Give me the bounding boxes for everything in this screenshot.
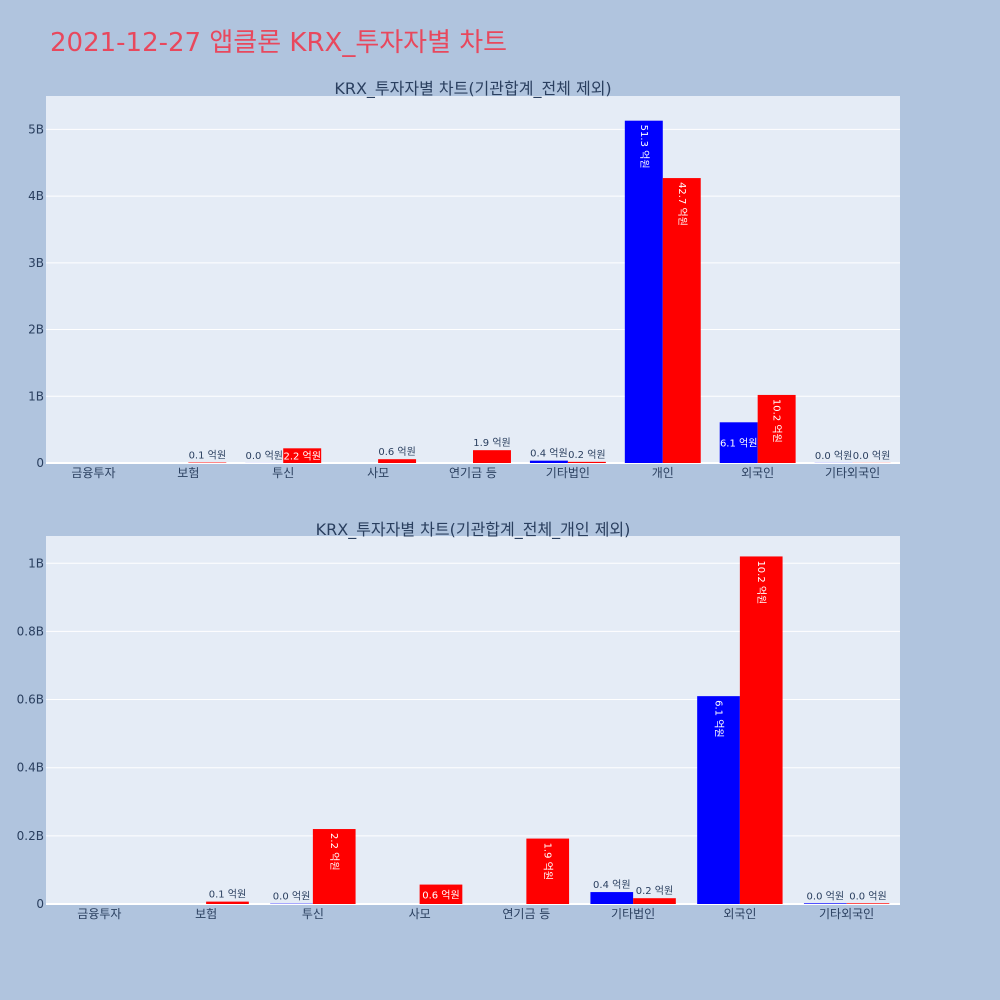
bar-label: 2.2 억원 [283, 451, 320, 463]
bar-label: 1.9 억원 [473, 437, 510, 449]
x-tick-label: 외국인 [723, 907, 756, 921]
y-tick-label: 0.2B [17, 829, 44, 843]
bar-label: 0.1 억원 [209, 889, 246, 901]
bar-label: 6.1 억원 [713, 700, 725, 737]
x-tick-label: 기타법인 [611, 907, 655, 921]
x-tick-label: 기타외국인 [825, 466, 880, 480]
x-tick-label: 사모 [409, 907, 431, 921]
bar [378, 459, 417, 463]
x-tick-label: 개인 [652, 466, 674, 480]
bar [529, 460, 568, 463]
chart-top: KRX_투자자별 차트(기관합계_전체 제외) 0 1B 2B 3B 4B 5B 금융투자 보험… [28, 79, 900, 480]
x-tick-label: 외국인 [741, 466, 774, 480]
bar [846, 903, 890, 904]
bar-label: 0.1 억원 [189, 450, 226, 462]
bar-label: 0.6 억원 [422, 889, 459, 901]
bar [697, 696, 740, 904]
y-tick-label: 1B [28, 389, 44, 403]
subplot-title: KRX_투자자별 차트(기관합계_전체 제외) [334, 79, 611, 99]
bar [283, 448, 322, 463]
y-tick-label: 3B [28, 256, 44, 270]
x-tick-label: 보험 [177, 466, 199, 480]
bar-label: 0.0 억원 [815, 450, 852, 462]
page-title: 2021-12-27 앱클론 KRX_투자자별 차트 [50, 28, 508, 58]
bar-label: 42.7 억원 [676, 182, 688, 226]
bar-label: 0.6 억원 [378, 446, 415, 458]
y-tick-label: 2B [28, 323, 44, 337]
bar [419, 884, 463, 904]
bar [624, 120, 663, 464]
bar [757, 394, 796, 463]
bar [590, 892, 634, 904]
x-tick-label: 기타외국인 [819, 907, 874, 921]
bar-label: 0.0 억원 [246, 450, 283, 462]
bar-label: 0.0 억원 [807, 890, 844, 902]
bar [662, 178, 701, 464]
y-tick-label: 5B [28, 122, 44, 136]
x-tick-label: 투신 [272, 466, 294, 480]
bar-label: 0.0 억원 [849, 890, 886, 902]
bar-label: 10.2 억원 [755, 560, 767, 604]
bar-label: 10.2 억원 [771, 399, 783, 443]
bar [633, 898, 676, 904]
y-tick-label: 1B [28, 556, 44, 570]
bar-label: 1.9 억원 [542, 843, 554, 880]
bar-label: 0.2 억원 [636, 885, 673, 897]
x-tick-label: 사모 [367, 466, 389, 480]
x-tick-label: 기타법인 [546, 466, 590, 480]
bar-label: 0.0 억원 [273, 891, 310, 903]
bar [719, 422, 758, 463]
x-tick-label: 보험 [195, 907, 217, 921]
chart-bottom: KRX_투자자별 차트(기관합계_전체_개인 제외) 0 0.2B 0.4B 0.6B 0… [17, 520, 900, 921]
y-tick-label: 0 [36, 456, 44, 470]
y-tick-label: 0 [36, 897, 44, 911]
bar [526, 838, 570, 904]
bar [567, 461, 606, 463]
bar-label: 51.3 억원 [638, 125, 650, 169]
bar [312, 829, 356, 904]
bar [473, 450, 511, 463]
y-tick-label: 0.4B [17, 761, 44, 775]
y-tick-label: 0.8B [17, 624, 44, 638]
bar-label: 0.0 억원 [853, 450, 890, 462]
x-tick-label: 연기금 등 [449, 466, 497, 480]
bar-label: 0.4 억원 [593, 879, 630, 891]
bar-label: 0.2 억원 [568, 449, 605, 461]
x-tick-label: 금융투자 [71, 466, 115, 480]
bar-label: 0.4 억원 [530, 448, 567, 460]
bar-label: 2.2 억원 [328, 833, 340, 870]
subplot-title: KRX_투자자별 차트(기관합계_전체_개인 제외) [316, 520, 631, 540]
bar-label: 6.1 억원 [720, 438, 757, 450]
bar [206, 901, 249, 904]
bar [739, 556, 783, 904]
y-tick-label: 4B [28, 189, 44, 203]
x-tick-label: 연기금 등 [502, 907, 550, 921]
y-tick-label: 0.6B [17, 693, 44, 707]
bar [803, 903, 847, 904]
x-tick-label: 투신 [302, 907, 324, 921]
x-tick-label: 금융투자 [77, 907, 121, 921]
